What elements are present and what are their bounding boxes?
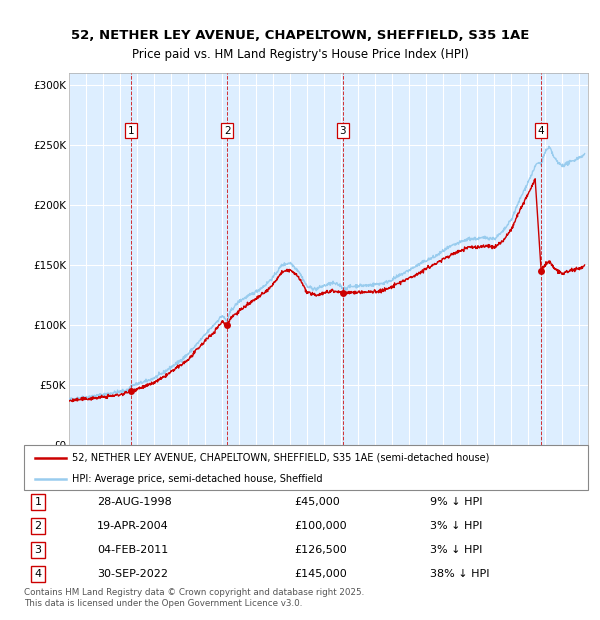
Text: 3% ↓ HPI: 3% ↓ HPI bbox=[430, 545, 482, 555]
FancyBboxPatch shape bbox=[24, 445, 588, 490]
Text: 30-SEP-2022: 30-SEP-2022 bbox=[97, 569, 169, 579]
Text: 52, NETHER LEY AVENUE, CHAPELTOWN, SHEFFIELD, S35 1AE: 52, NETHER LEY AVENUE, CHAPELTOWN, SHEFF… bbox=[71, 29, 529, 42]
Text: £45,000: £45,000 bbox=[295, 497, 340, 507]
Text: 04-FEB-2011: 04-FEB-2011 bbox=[97, 545, 169, 555]
Text: Contains HM Land Registry data © Crown copyright and database right 2025.
This d: Contains HM Land Registry data © Crown c… bbox=[24, 588, 364, 608]
Text: £126,500: £126,500 bbox=[295, 545, 347, 555]
Text: 3: 3 bbox=[35, 545, 41, 555]
Text: 19-APR-2004: 19-APR-2004 bbox=[97, 521, 169, 531]
Text: 2: 2 bbox=[224, 126, 230, 136]
Text: 28-AUG-1998: 28-AUG-1998 bbox=[97, 497, 172, 507]
Text: 38% ↓ HPI: 38% ↓ HPI bbox=[430, 569, 490, 579]
Text: 2: 2 bbox=[35, 521, 41, 531]
Text: £100,000: £100,000 bbox=[295, 521, 347, 531]
Text: Price paid vs. HM Land Registry's House Price Index (HPI): Price paid vs. HM Land Registry's House … bbox=[131, 48, 469, 61]
Text: 1: 1 bbox=[128, 126, 134, 136]
Text: 4: 4 bbox=[538, 126, 545, 136]
Text: 3% ↓ HPI: 3% ↓ HPI bbox=[430, 521, 482, 531]
Text: 52, NETHER LEY AVENUE, CHAPELTOWN, SHEFFIELD, S35 1AE (semi-detached house): 52, NETHER LEY AVENUE, CHAPELTOWN, SHEFF… bbox=[72, 453, 490, 463]
Text: HPI: Average price, semi-detached house, Sheffield: HPI: Average price, semi-detached house,… bbox=[72, 474, 322, 484]
Text: 3: 3 bbox=[340, 126, 346, 136]
Text: 1: 1 bbox=[35, 497, 41, 507]
Text: £145,000: £145,000 bbox=[295, 569, 347, 579]
Text: 4: 4 bbox=[35, 569, 41, 579]
Text: 9% ↓ HPI: 9% ↓ HPI bbox=[430, 497, 482, 507]
